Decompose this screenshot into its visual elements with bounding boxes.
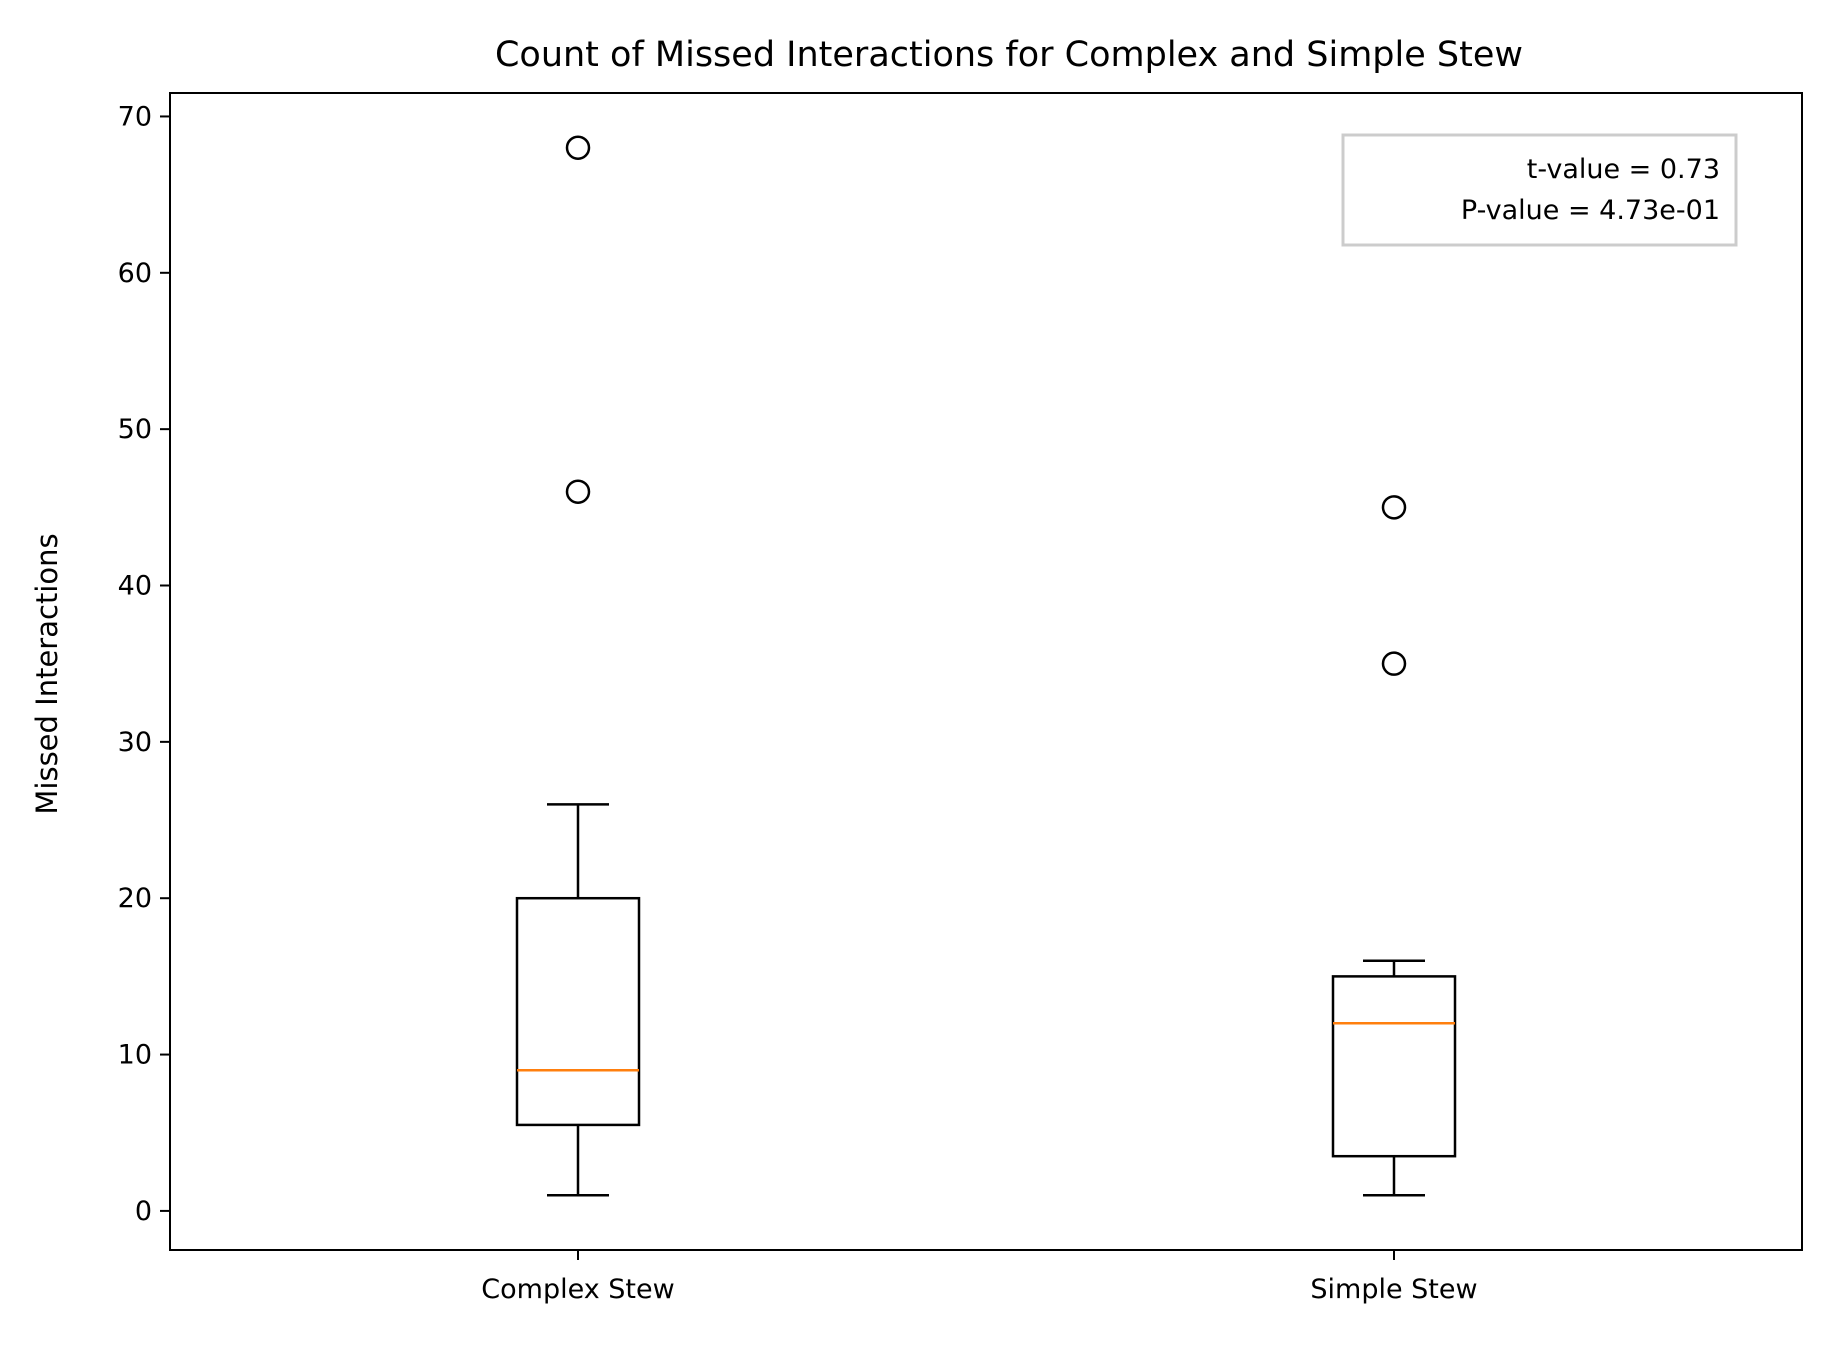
x-tick-label: Simple Stew [1310, 1274, 1477, 1305]
y-axis-label: Missed Interactions [30, 533, 64, 814]
outlier-point [1381, 651, 1407, 676]
y-tick-label: 30 [118, 727, 152, 758]
x-tick-label: Complex Stew [481, 1274, 674, 1305]
stats-annotation: t-value = 0.73 P-value = 4.73e-01 [1341, 133, 1738, 247]
stats-annotation-border [1341, 133, 1738, 247]
t-value-text: t-value = 0.73 [1527, 154, 1720, 185]
y-tick-label: 60 [118, 258, 152, 289]
y-tick-label: 20 [118, 883, 152, 914]
y-tick-label: 40 [118, 571, 152, 602]
y-tick-label: 50 [118, 414, 152, 445]
plot-frame [169, 92, 1803, 1251]
outlier-point [565, 479, 591, 504]
plot-area [515, 135, 1457, 1197]
box-group [515, 135, 641, 1197]
iqr-box [515, 896, 641, 1127]
y-tick-label: 0 [135, 1196, 152, 1227]
y-tick-label: 70 [118, 101, 152, 132]
outlier-point [565, 135, 591, 160]
x-axis: Complex Stew Simple Stew [481, 1250, 1478, 1305]
outlier-point [1381, 495, 1407, 520]
box-group [1331, 495, 1457, 1197]
chart-title: Count of Missed Interactions for Complex… [495, 35, 1523, 75]
y-tick-label: 10 [118, 1040, 152, 1071]
y-axis: 0 10 20 30 40 50 60 70 [118, 101, 170, 1227]
iqr-box [1331, 975, 1457, 1158]
p-value-text: P-value = 4.73e-01 [1461, 195, 1720, 226]
